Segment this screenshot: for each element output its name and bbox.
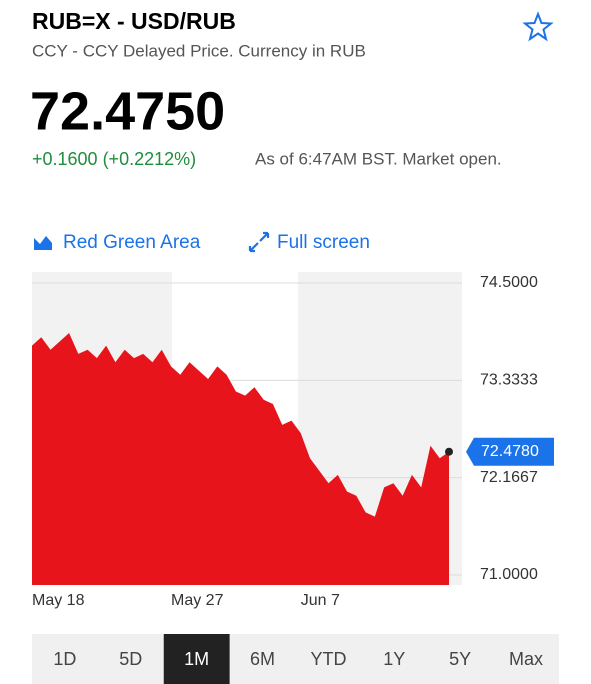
price: 72.4750 <box>30 81 225 141</box>
expand-icon <box>248 231 270 253</box>
change: +0.1600 (+0.2212%) <box>32 149 196 169</box>
as-of: As of 6:47AM BST. Market open. <box>255 149 502 168</box>
star-button[interactable] <box>522 11 554 42</box>
x-tick-label: Jun 7 <box>301 592 340 609</box>
tab[interactable]: 5D <box>119 649 142 669</box>
full-screen-button[interactable]: Full screen <box>248 231 370 253</box>
tab[interactable]: Max <box>509 649 543 669</box>
y-tick-label: 73.3333 <box>480 372 538 389</box>
chart-type-label: Red Green Area <box>63 232 201 253</box>
tab[interactable]: 6M <box>250 649 275 669</box>
tab[interactable]: 1M <box>184 649 209 669</box>
area-icon <box>34 236 52 250</box>
current-dot <box>445 447 453 456</box>
chart-type-button[interactable]: Red Green Area <box>34 232 201 253</box>
y-tick-label: 72.1667 <box>480 469 538 486</box>
area <box>32 333 449 585</box>
y-tick-label: 74.5000 <box>480 274 538 291</box>
title: RUB=X - USD/RUB <box>32 8 236 34</box>
tabs: 1D 5D 1M 6M YTD 1Y 5Y Max <box>53 634 543 684</box>
tab-bar <box>32 634 559 684</box>
current-label: 72.4780 <box>481 443 539 460</box>
y-tick-label: 71.0000 <box>480 566 538 583</box>
chart: 74.5000 73.3333 72.1667 71.0000 May 18 May 27… <box>32 274 554 609</box>
x-tick-label: May 18 <box>32 592 85 609</box>
tab[interactable]: YTD <box>310 649 346 669</box>
x-tick-label: May 27 <box>171 592 224 609</box>
subtitle: CCY - CCY Delayed Price. Currency in RUB <box>32 41 366 60</box>
current-tag <box>466 437 554 466</box>
tab[interactable]: 1D <box>53 649 76 669</box>
selected-tab <box>163 634 230 684</box>
tab[interactable]: 1Y <box>383 649 405 669</box>
tab[interactable]: 5Y <box>449 649 471 669</box>
full-screen-label: Full screen <box>277 232 370 253</box>
